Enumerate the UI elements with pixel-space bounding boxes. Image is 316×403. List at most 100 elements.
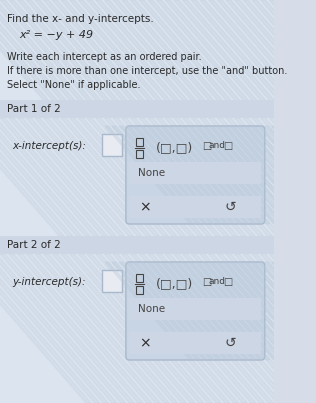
Polygon shape xyxy=(95,254,230,403)
Polygon shape xyxy=(87,254,222,403)
Polygon shape xyxy=(122,0,316,235)
Polygon shape xyxy=(78,118,186,236)
Polygon shape xyxy=(287,0,316,235)
Polygon shape xyxy=(191,118,299,236)
Polygon shape xyxy=(234,0,316,235)
Polygon shape xyxy=(244,262,316,360)
Polygon shape xyxy=(287,118,316,236)
Polygon shape xyxy=(26,0,235,235)
Bar xyxy=(102,134,122,156)
Polygon shape xyxy=(191,0,316,235)
Polygon shape xyxy=(9,0,218,235)
Polygon shape xyxy=(307,262,316,360)
Polygon shape xyxy=(182,254,316,403)
Polygon shape xyxy=(43,254,178,403)
Polygon shape xyxy=(70,0,279,235)
Polygon shape xyxy=(129,0,316,235)
Polygon shape xyxy=(0,118,99,236)
Polygon shape xyxy=(208,254,316,403)
Polygon shape xyxy=(208,118,316,236)
Polygon shape xyxy=(170,0,316,235)
Polygon shape xyxy=(126,262,215,360)
Polygon shape xyxy=(313,0,316,235)
Polygon shape xyxy=(181,126,270,224)
Polygon shape xyxy=(286,126,316,224)
Polygon shape xyxy=(122,254,256,403)
Polygon shape xyxy=(0,118,90,236)
Polygon shape xyxy=(304,254,316,403)
Polygon shape xyxy=(307,126,316,224)
Polygon shape xyxy=(45,0,254,235)
Polygon shape xyxy=(279,126,316,224)
Polygon shape xyxy=(35,0,244,235)
Polygon shape xyxy=(0,118,82,236)
Polygon shape xyxy=(56,0,265,235)
Polygon shape xyxy=(313,118,316,236)
Bar xyxy=(0,118,274,236)
Polygon shape xyxy=(156,254,291,403)
Polygon shape xyxy=(0,254,126,403)
Polygon shape xyxy=(113,254,247,403)
Polygon shape xyxy=(9,118,116,236)
Polygon shape xyxy=(180,0,316,235)
Polygon shape xyxy=(223,262,312,360)
Polygon shape xyxy=(174,126,263,224)
Polygon shape xyxy=(0,0,171,235)
Polygon shape xyxy=(87,118,194,236)
Text: □: □ xyxy=(223,277,232,287)
Polygon shape xyxy=(222,0,316,235)
Polygon shape xyxy=(139,0,316,235)
Polygon shape xyxy=(269,118,316,236)
Polygon shape xyxy=(226,254,316,403)
Polygon shape xyxy=(293,262,316,360)
Polygon shape xyxy=(304,118,316,236)
Polygon shape xyxy=(217,254,316,403)
Polygon shape xyxy=(313,262,316,360)
Polygon shape xyxy=(201,0,316,235)
Polygon shape xyxy=(17,118,125,236)
Polygon shape xyxy=(113,0,316,235)
Polygon shape xyxy=(173,254,308,403)
Polygon shape xyxy=(313,126,316,224)
Polygon shape xyxy=(188,262,277,360)
Polygon shape xyxy=(208,0,316,235)
FancyBboxPatch shape xyxy=(126,262,265,360)
FancyBboxPatch shape xyxy=(126,126,265,224)
Polygon shape xyxy=(119,126,208,224)
Polygon shape xyxy=(0,0,192,235)
Polygon shape xyxy=(52,254,187,403)
Polygon shape xyxy=(217,0,316,235)
Polygon shape xyxy=(252,118,316,236)
Polygon shape xyxy=(112,262,201,360)
Polygon shape xyxy=(272,262,316,360)
Text: None: None xyxy=(138,168,165,178)
Polygon shape xyxy=(43,0,252,235)
Polygon shape xyxy=(76,0,286,235)
Polygon shape xyxy=(3,0,213,235)
Polygon shape xyxy=(243,118,316,236)
Text: and: and xyxy=(208,278,225,287)
Polygon shape xyxy=(35,0,244,235)
Polygon shape xyxy=(295,254,316,403)
Polygon shape xyxy=(278,118,316,236)
Polygon shape xyxy=(212,0,316,235)
Polygon shape xyxy=(300,126,316,224)
Polygon shape xyxy=(130,254,265,403)
Polygon shape xyxy=(0,0,181,235)
Polygon shape xyxy=(165,118,273,236)
Polygon shape xyxy=(191,0,316,235)
Polygon shape xyxy=(265,126,316,224)
Polygon shape xyxy=(139,118,246,236)
Polygon shape xyxy=(237,262,316,360)
Polygon shape xyxy=(173,118,281,236)
Polygon shape xyxy=(0,0,161,235)
Text: Find the x- and y-intercepts.: Find the x- and y-intercepts. xyxy=(7,14,154,24)
Polygon shape xyxy=(148,254,282,403)
Polygon shape xyxy=(17,0,227,235)
Polygon shape xyxy=(217,118,316,236)
Polygon shape xyxy=(279,262,316,360)
Polygon shape xyxy=(274,0,316,235)
Polygon shape xyxy=(230,262,316,360)
Polygon shape xyxy=(260,118,316,236)
Polygon shape xyxy=(113,118,221,236)
